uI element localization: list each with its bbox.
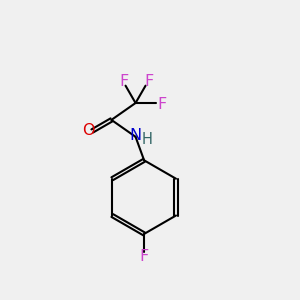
Text: F: F	[158, 97, 167, 112]
Text: F: F	[119, 74, 129, 89]
Text: F: F	[140, 249, 149, 264]
Text: N: N	[130, 128, 142, 143]
Text: O: O	[82, 123, 95, 138]
Text: F: F	[145, 74, 154, 89]
Text: H: H	[141, 132, 152, 147]
